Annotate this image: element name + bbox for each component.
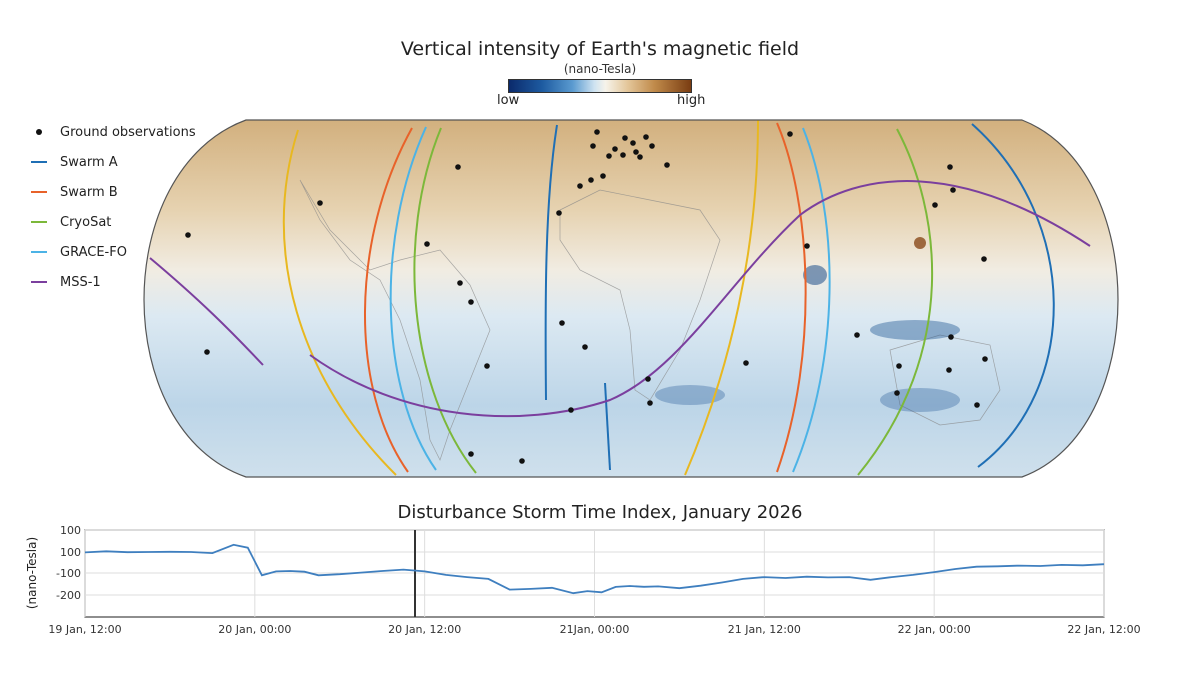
svg-text:100: 100 <box>60 546 81 559</box>
map-title: Vertical intensity of Earth's magnetic f… <box>400 38 800 60</box>
legend-swarm-b: Swarm B <box>30 177 196 207</box>
dst-series-line <box>84 543 1105 595</box>
svg-text:100: 100 <box>60 524 81 537</box>
line-swatch-icon <box>31 251 47 253</box>
legend-cryosat: CryoSat <box>30 207 196 237</box>
colorbar-low-label: low <box>497 93 520 108</box>
svg-text:19 Jan, 12:00: 19 Jan, 12:00 <box>48 623 121 636</box>
dot-icon <box>36 129 42 135</box>
map-border <box>143 119 1119 478</box>
svg-text:-100: -100 <box>56 567 81 580</box>
colorbar-high-label: high <box>677 93 706 108</box>
line-swatch-icon <box>31 161 47 163</box>
svg-text:22 Jan, 12:00: 22 Jan, 12:00 <box>1067 623 1140 636</box>
svg-text:20 Jan, 12:00: 20 Jan, 12:00 <box>388 623 461 636</box>
line-swatch-icon <box>31 221 47 223</box>
map-units: (nano-Tesla) <box>563 62 637 76</box>
map-background <box>144 120 1118 477</box>
svg-text:21 Jan, 12:00: 21 Jan, 12:00 <box>728 623 801 636</box>
legend-grace-fo: GRACE-FO <box>30 237 196 267</box>
world-map <box>143 119 1119 478</box>
legend-swarm-a: Swarm A <box>30 147 196 177</box>
line-swatch-icon <box>31 191 47 193</box>
legend-mss-1: MSS-1 <box>30 267 196 297</box>
colorbar <box>508 79 692 93</box>
chart-title: Disturbance Storm Time Index, January 20… <box>397 502 803 523</box>
line-swatch-icon <box>31 281 47 283</box>
map-legend: Ground observations Swarm A Swarm B Cryo… <box>30 117 196 297</box>
svg-text:-200: -200 <box>56 589 81 602</box>
svg-text:22 Jan, 00:00: 22 Jan, 00:00 <box>898 623 971 636</box>
ground-observation-dots <box>185 129 988 464</box>
svg-text:21Jan, 00:00: 21Jan, 00:00 <box>560 623 630 636</box>
svg-text:20 Jan, 00:00: 20 Jan, 00:00 <box>218 623 291 636</box>
legend-ground-observations: Ground observations <box>30 117 196 147</box>
